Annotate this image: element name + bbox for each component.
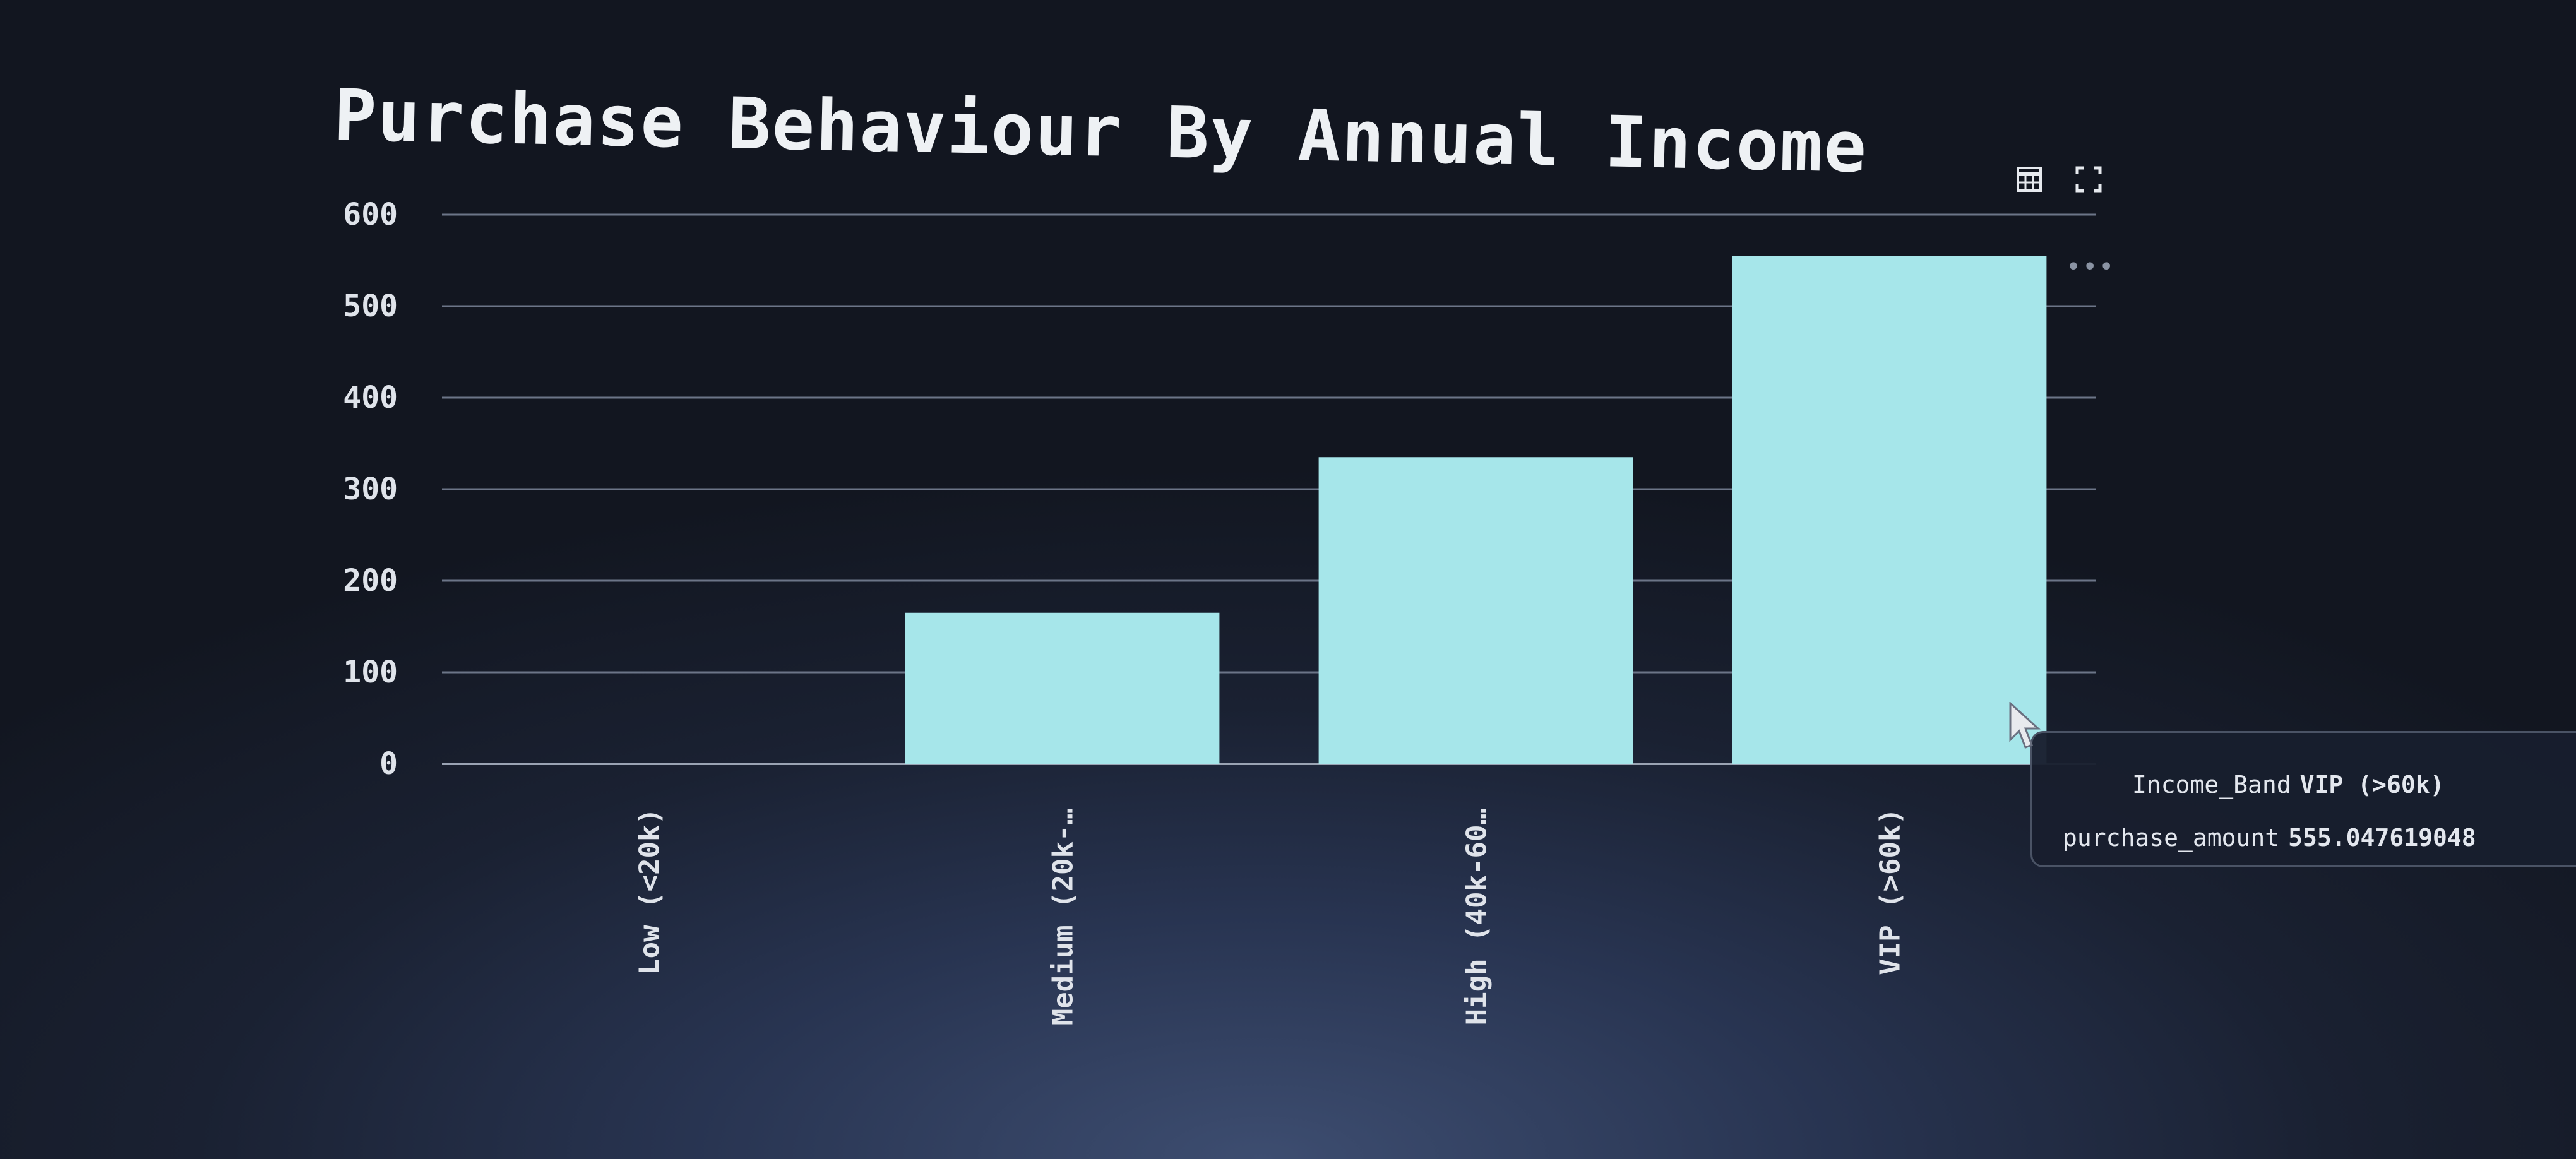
y-tick-label: 300 — [343, 472, 398, 507]
x-tick-label: VIP (>60k) — [1875, 808, 1907, 975]
bar-tooltip: Income_Band VIP (>60k) purchase_amount 555… — [2030, 731, 2576, 867]
tooltip-key: purchase_amount — [2063, 824, 2280, 852]
tooltip-row-purchase-amount: purchase_amount 555.047619048 — [2063, 811, 2576, 864]
tooltip-row-income-band: Income_Band VIP (>60k) — [2063, 758, 2576, 811]
x-tick-label: Low (<20k) — [634, 808, 666, 975]
table-icon[interactable] — [2015, 165, 2043, 193]
fullscreen-icon[interactable] — [2075, 165, 2102, 193]
y-tick-label: 400 — [343, 380, 398, 415]
bar[interactable] — [1318, 457, 1633, 764]
bars[interactable] — [905, 256, 2047, 764]
x-axis-ticks: Low (<20k) Medium (20k-… High (40k-60… VIP … — [634, 808, 1907, 1025]
y-axis-ticks: 0 100 200 300 400 500 600 — [343, 197, 398, 782]
y-tick-label: 200 — [343, 563, 398, 598]
y-tick-label: 600 — [343, 197, 398, 232]
y-tick-label: 100 — [343, 655, 398, 690]
x-tick-label: Medium (20k-… — [1047, 808, 1080, 1025]
tooltip-value: 555.047619048 — [2288, 824, 2476, 852]
tooltip-key: Income_Band — [2132, 771, 2291, 799]
y-tick-label: 0 — [379, 746, 398, 782]
x-tick-label: High (40k-60… — [1461, 808, 1493, 1025]
bar[interactable] — [1732, 256, 2047, 764]
more-options-icon[interactable]: ••• — [2066, 253, 2116, 282]
tooltip-value: VIP (>60k) — [2299, 771, 2445, 799]
y-tick-label: 500 — [343, 288, 398, 324]
bar[interactable] — [905, 612, 1220, 764]
mouse-cursor-icon — [2009, 702, 2041, 749]
